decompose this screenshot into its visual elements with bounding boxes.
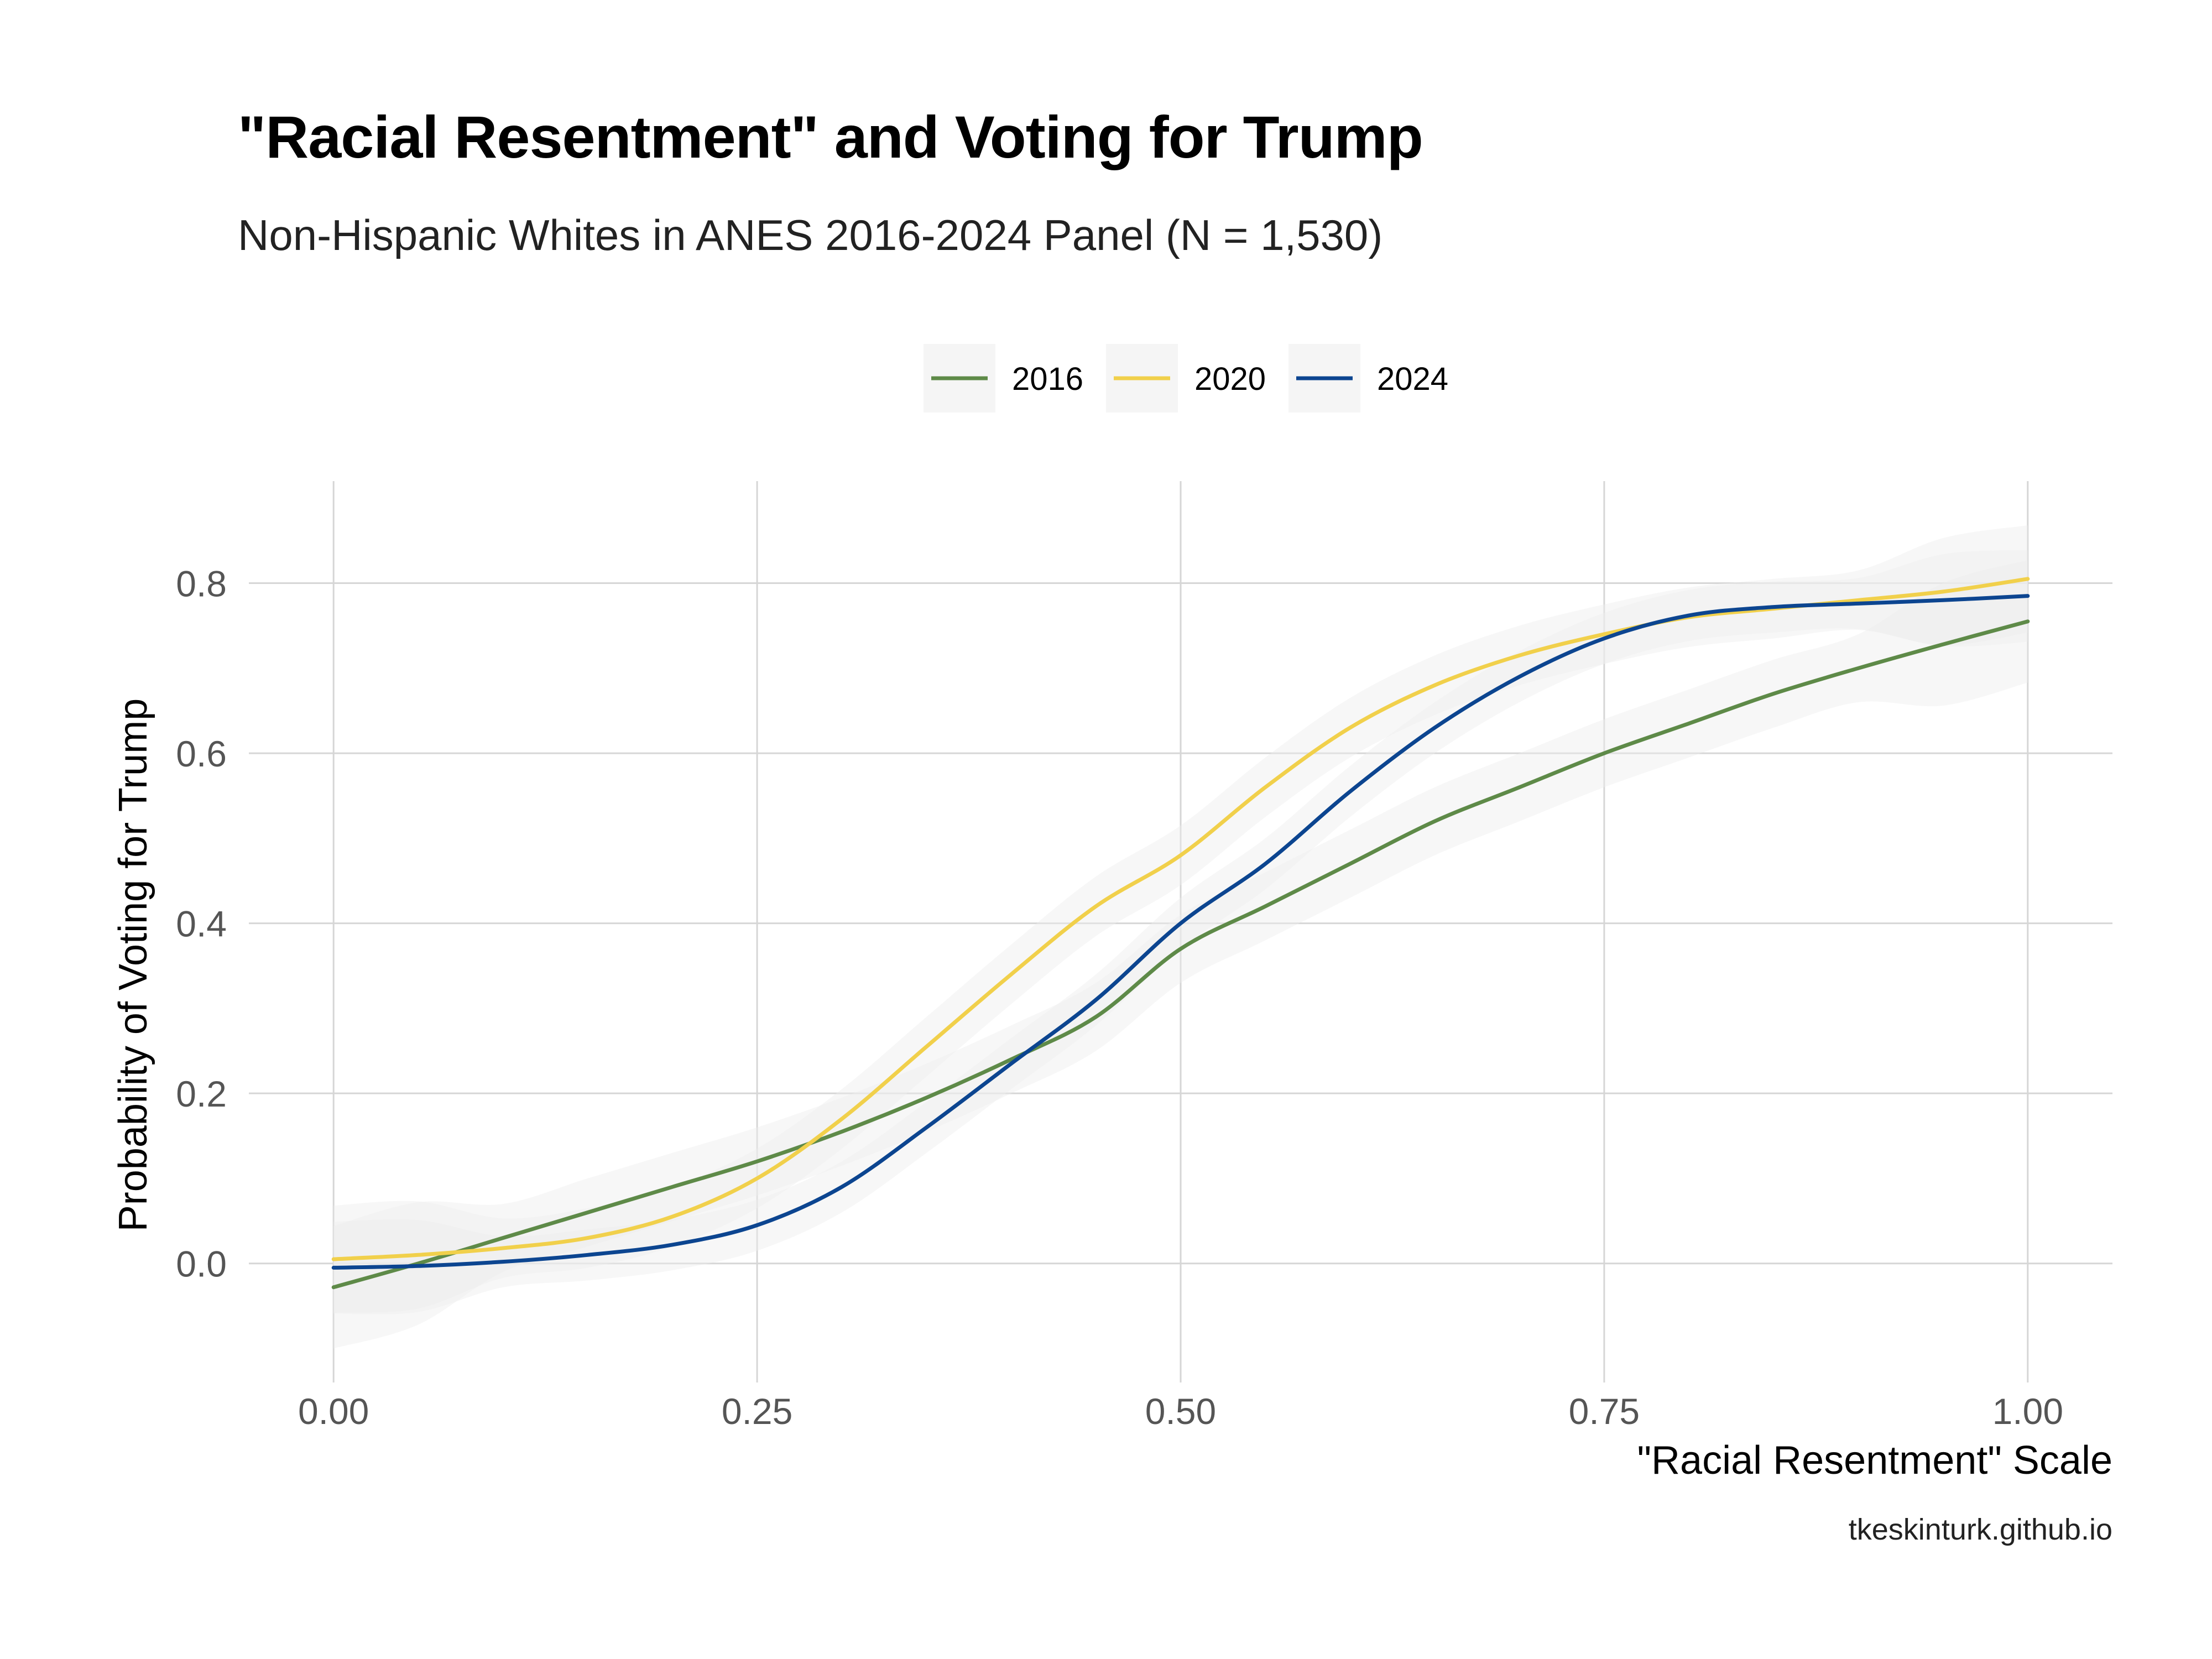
confidence-band-2016 xyxy=(333,560,2028,1349)
source-caption: tkeskinturk.github.io xyxy=(1848,1513,2112,1546)
series-line-2024 xyxy=(331,594,2030,1270)
chart-title: "Racial Resentment" and Voting for Trump xyxy=(238,103,1423,170)
y-tick-label: 0.8 xyxy=(176,564,227,604)
x-tick-label: 0.00 xyxy=(298,1391,369,1432)
legend-label: 2016 xyxy=(1012,361,1083,397)
chart-subtitle: Non-Hispanic Whites in ANES 2016-2024 Pa… xyxy=(238,211,1383,259)
legend-label: 2024 xyxy=(1377,361,1448,397)
x-axis-ticks: 0.00 0.25 0.50 0.75 1.00 xyxy=(298,1391,2063,1432)
confidence-band-2024 xyxy=(333,550,2028,1314)
series-lines xyxy=(331,577,2030,1290)
x-axis-title: "Racial Resentment" Scale xyxy=(1637,1438,2113,1483)
y-tick-label: 0.6 xyxy=(176,733,227,774)
series-line-2020 xyxy=(331,577,2030,1261)
series-line-2016 xyxy=(331,619,2030,1290)
x-tick-label: 0.50 xyxy=(1145,1391,1216,1432)
grid xyxy=(249,481,2112,1383)
x-tick-label: 1.00 xyxy=(1992,1391,2063,1432)
y-tick-label: 0.0 xyxy=(176,1244,227,1285)
y-tick-label: 0.2 xyxy=(176,1073,227,1114)
x-tick-label: 0.25 xyxy=(722,1391,792,1432)
legend: 2016 2020 2024 xyxy=(924,344,1448,413)
y-axis-ticks: 0.0 0.2 0.4 0.6 0.8 xyxy=(176,564,227,1285)
y-tick-label: 0.4 xyxy=(176,904,227,945)
legend-label: 2020 xyxy=(1194,361,1266,397)
y-axis-title: Probability of Voting for Trump xyxy=(111,698,155,1232)
x-tick-label: 0.75 xyxy=(1569,1391,1640,1432)
